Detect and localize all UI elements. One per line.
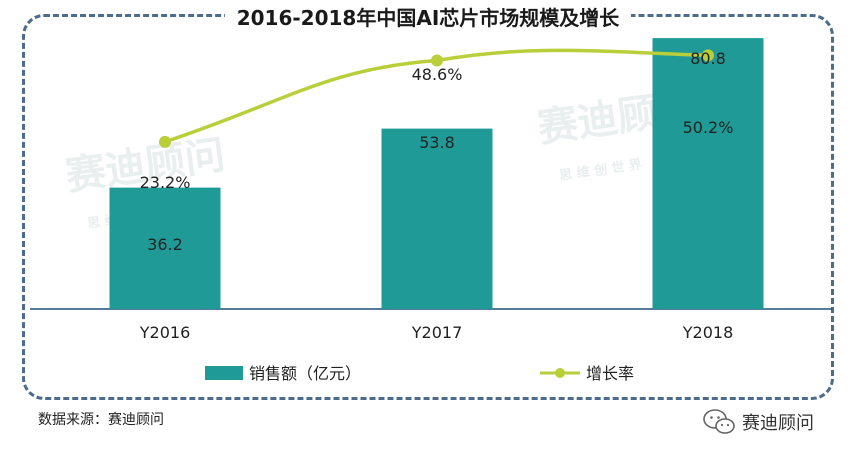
wechat-icon: [703, 409, 735, 434]
bar-value-label-y2018: 80.8: [690, 49, 726, 68]
source-note: 数据来源：赛迪顾问: [38, 412, 164, 428]
x-tick-y2018: Y2018: [682, 323, 734, 342]
brand-name: 赛迪顾问: [742, 413, 814, 434]
bar-value-label-y2017: 53.8: [419, 133, 455, 152]
growth-rate-label-y2017: 48.6%: [412, 65, 463, 84]
bar-y2016: [109, 187, 221, 309]
growth-point-y2018: [702, 49, 714, 62]
x-tick-y2016: Y2016: [139, 323, 191, 342]
brand: 赛迪顾问: [702, 408, 814, 436]
watermark-sub-right: 思 维 创 世 界: [558, 157, 643, 184]
growth-rate-label-y2018: 50.2%: [683, 118, 734, 137]
legend: 销售额（亿元） 增长率: [205, 364, 634, 383]
bar-y2017: [381, 128, 493, 309]
growth-point-y2016: [159, 135, 171, 148]
legend-swatch-sales: [205, 366, 243, 380]
x-tick-y2017: Y2017: [411, 323, 463, 342]
growth-line-layer: [159, 48, 714, 148]
labels: Y2016 Y2017 Y2018 36.2 23.2% 53.8 48.6% 80.8 50.…: [139, 49, 734, 342]
bar-value-label-y2016: 36.2: [147, 235, 183, 254]
bars: [109, 38, 764, 310]
bar-y2018: [652, 38, 764, 310]
legend-marker-growth: [555, 368, 565, 378]
legend-label-growth: 增长率: [586, 364, 634, 383]
growth-point-y2017: [431, 54, 443, 67]
growth-rate-label-y2016: 23.2%: [140, 173, 191, 192]
legend-label-sales: 销售额（亿元）: [249, 364, 361, 383]
